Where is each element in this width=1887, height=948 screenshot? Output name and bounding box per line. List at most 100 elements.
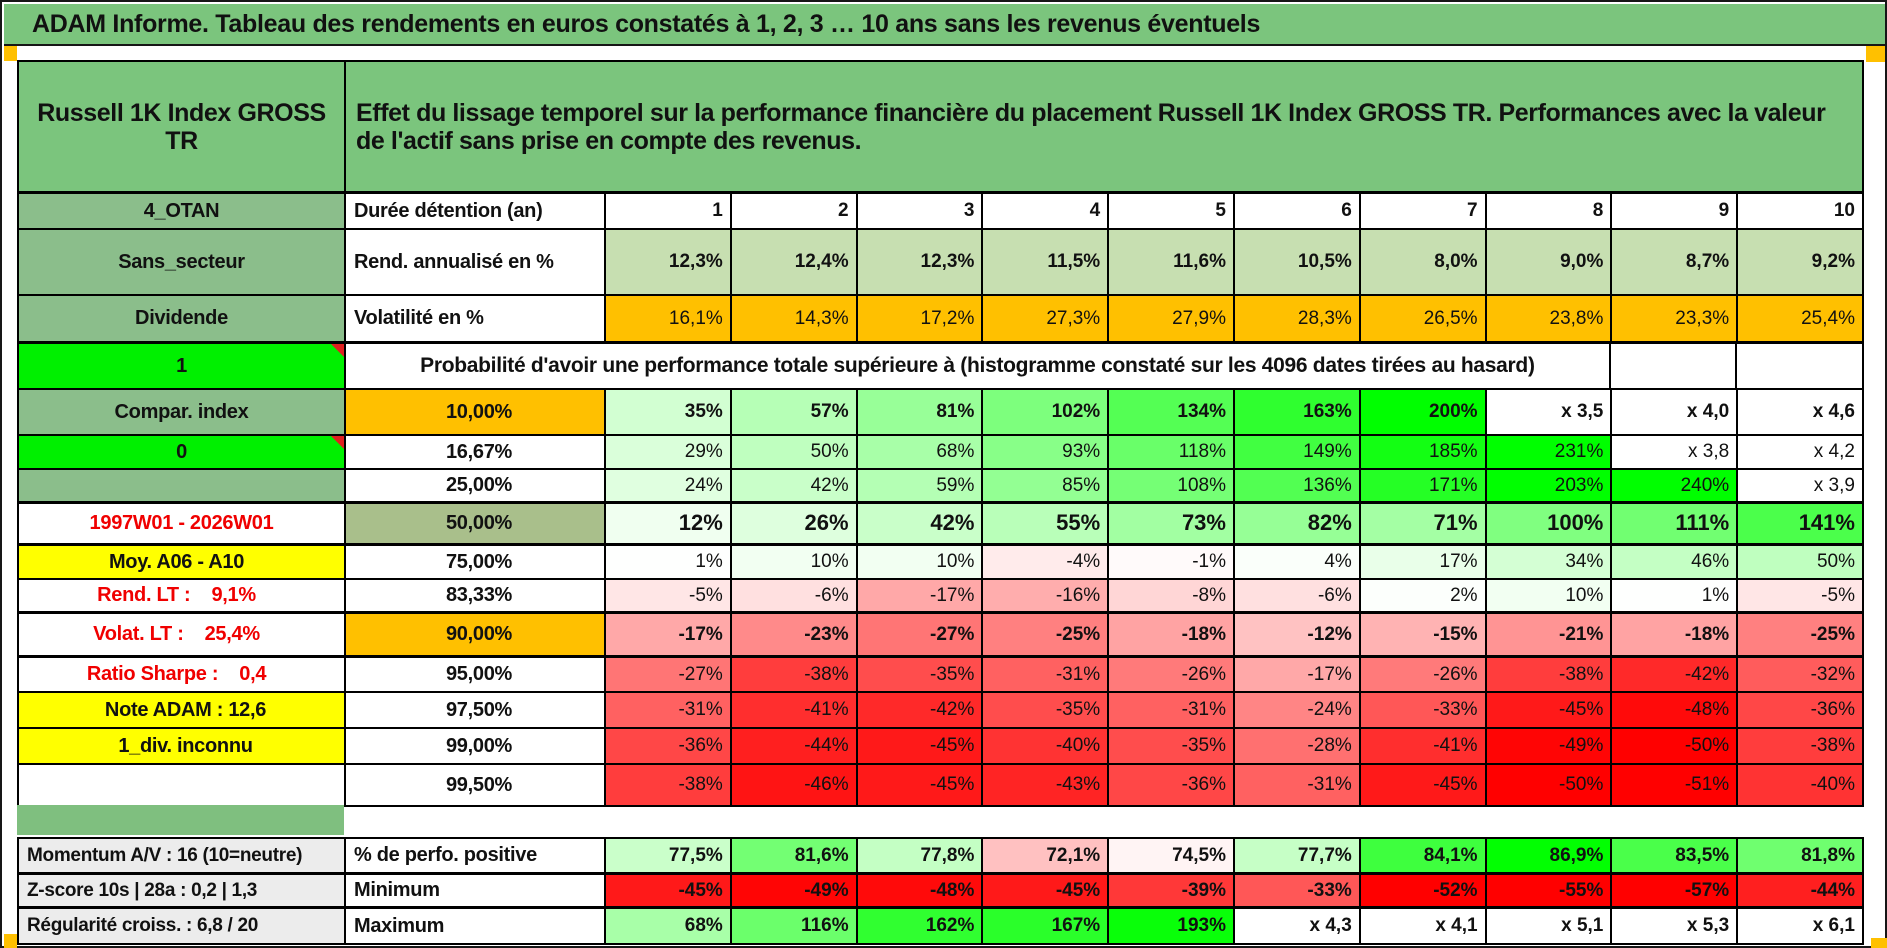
data-cell[interactable]: -45%: [1486, 693, 1613, 727]
data-cell[interactable]: 68%: [857, 436, 984, 468]
data-cell[interactable]: 8,0%: [1360, 230, 1487, 294]
row-header-cell[interactable]: 95,00%: [346, 658, 606, 691]
data-cell[interactable]: -50%: [1486, 765, 1613, 805]
data-cell[interactable]: -38%: [606, 765, 732, 805]
data-cell[interactable]: 2%: [1360, 580, 1487, 611]
row-label-cell[interactable]: Dividende: [19, 296, 346, 341]
data-cell[interactable]: 73%: [1109, 504, 1235, 543]
data-cell[interactable]: 42%: [731, 470, 858, 501]
data-cell[interactable]: -5%: [606, 580, 732, 611]
row-label-cell[interactable]: 0: [19, 436, 346, 468]
row-header-cell[interactable]: Minimum: [346, 875, 606, 906]
data-cell[interactable]: -49%: [731, 875, 858, 906]
data-cell[interactable]: -45%: [983, 875, 1110, 906]
data-cell[interactable]: x 3,5: [1486, 390, 1613, 434]
data-cell[interactable]: -57%: [1612, 875, 1739, 906]
data-cell[interactable]: -31%: [606, 693, 732, 727]
data-cell[interactable]: x 4,0: [1612, 390, 1739, 434]
data-cell[interactable]: 12,3%: [606, 230, 732, 294]
data-cell[interactable]: -36%: [1109, 765, 1235, 805]
data-cell[interactable]: -33%: [1360, 693, 1487, 727]
row-header-cell[interactable]: 75,00%: [346, 546, 606, 578]
data-cell[interactable]: -45%: [1360, 765, 1487, 805]
data-cell[interactable]: 55%: [983, 504, 1110, 543]
row-header-cell[interactable]: % de perfo. positive: [346, 839, 606, 872]
data-cell[interactable]: 17%: [1360, 546, 1487, 578]
data-cell[interactable]: 8,7%: [1612, 230, 1739, 294]
data-cell[interactable]: x 5,1: [1486, 909, 1613, 943]
data-cell[interactable]: 14,3%: [731, 296, 858, 341]
data-cell[interactable]: 83,5%: [1612, 839, 1739, 872]
data-cell[interactable]: 59%: [857, 470, 984, 501]
data-cell[interactable]: -27%: [606, 658, 732, 691]
data-cell[interactable]: -42%: [857, 693, 984, 727]
row-label-cell[interactable]: 1997W01 - 2026W01: [19, 504, 346, 543]
data-cell[interactable]: 162%: [857, 909, 984, 943]
data-cell[interactable]: 10%: [1486, 580, 1613, 611]
data-cell[interactable]: 9,0%: [1486, 230, 1613, 294]
data-cell[interactable]: -31%: [1234, 765, 1361, 805]
data-cell[interactable]: -24%: [1234, 693, 1361, 727]
description-cell[interactable]: Effet du lissage temporel sur la perform…: [346, 62, 1862, 191]
data-cell[interactable]: -31%: [983, 658, 1110, 691]
data-cell[interactable]: x 3,8: [1612, 436, 1739, 468]
data-cell[interactable]: -38%: [1738, 729, 1862, 763]
data-cell[interactable]: -17%: [857, 580, 984, 611]
data-cell[interactable]: 8: [1486, 194, 1613, 228]
data-cell[interactable]: 26,5%: [1360, 296, 1487, 341]
data-cell[interactable]: -35%: [1109, 729, 1235, 763]
row-header-cell[interactable]: 50,00%: [346, 504, 606, 543]
data-cell[interactable]: 11,5%: [983, 230, 1110, 294]
data-cell[interactable]: 84,1%: [1360, 839, 1487, 872]
data-cell[interactable]: 34%: [1486, 546, 1613, 578]
data-cell[interactable]: 50%: [731, 436, 858, 468]
row-header-cell[interactable]: Maximum: [346, 909, 606, 943]
data-cell[interactable]: 24%: [606, 470, 732, 501]
data-cell[interactable]: 1%: [1612, 580, 1739, 611]
data-cell[interactable]: 2: [731, 194, 858, 228]
data-cell[interactable]: 10,5%: [1234, 230, 1361, 294]
row-header-cell[interactable]: 10,00%: [346, 390, 606, 434]
data-cell[interactable]: 35%: [606, 390, 732, 434]
data-cell[interactable]: -36%: [1738, 693, 1862, 727]
data-cell[interactable]: -17%: [606, 614, 732, 655]
empty-cell[interactable]: [1611, 344, 1738, 388]
row-label-cell[interactable]: 4_OTAN: [19, 194, 346, 228]
row-header-cell[interactable]: 83,33%: [346, 580, 606, 611]
print-area-handle-bottom-left[interactable]: [4, 934, 17, 948]
data-cell[interactable]: 93%: [983, 436, 1110, 468]
data-cell[interactable]: -51%: [1612, 765, 1739, 805]
data-cell[interactable]: -15%: [1360, 614, 1487, 655]
data-cell[interactable]: 203%: [1486, 470, 1613, 501]
data-cell[interactable]: -33%: [1234, 875, 1361, 906]
data-cell[interactable]: 77,8%: [857, 839, 984, 872]
data-cell[interactable]: 171%: [1360, 470, 1487, 501]
row-label-cell[interactable]: Note ADAM : 12,6: [19, 693, 346, 727]
row-header-cell[interactable]: Rend. annualisé en %: [346, 230, 606, 294]
data-cell[interactable]: -28%: [1234, 729, 1361, 763]
data-cell[interactable]: -50%: [1612, 729, 1739, 763]
data-cell[interactable]: -5%: [1738, 580, 1862, 611]
row-header-cell[interactable]: 16,67%: [346, 436, 606, 468]
data-cell[interactable]: 111%: [1612, 504, 1739, 543]
row-label-cell[interactable]: Ratio Sharpe : 0,4: [19, 658, 346, 691]
data-cell[interactable]: 10%: [731, 546, 858, 578]
data-cell[interactable]: 10: [1738, 194, 1862, 228]
data-cell[interactable]: 9: [1612, 194, 1739, 228]
data-cell[interactable]: 28,3%: [1234, 296, 1361, 341]
data-cell[interactable]: -35%: [983, 693, 1110, 727]
row-label-cell[interactable]: 1_div. inconnu: [19, 729, 346, 763]
data-cell[interactable]: -52%: [1360, 875, 1487, 906]
data-cell[interactable]: 163%: [1234, 390, 1361, 434]
data-cell[interactable]: 11,6%: [1109, 230, 1235, 294]
row-label-cell[interactable]: Sans_secteur: [19, 230, 346, 294]
data-cell[interactable]: 42%: [857, 504, 984, 543]
row-label-cell[interactable]: Compar. index: [19, 390, 346, 434]
data-cell[interactable]: -18%: [1109, 614, 1235, 655]
data-cell[interactable]: 185%: [1360, 436, 1487, 468]
data-cell[interactable]: -17%: [1234, 658, 1361, 691]
data-cell[interactable]: -38%: [1486, 658, 1613, 691]
data-cell[interactable]: 74,5%: [1109, 839, 1235, 872]
data-cell[interactable]: 71%: [1360, 504, 1487, 543]
data-cell[interactable]: 3: [857, 194, 984, 228]
